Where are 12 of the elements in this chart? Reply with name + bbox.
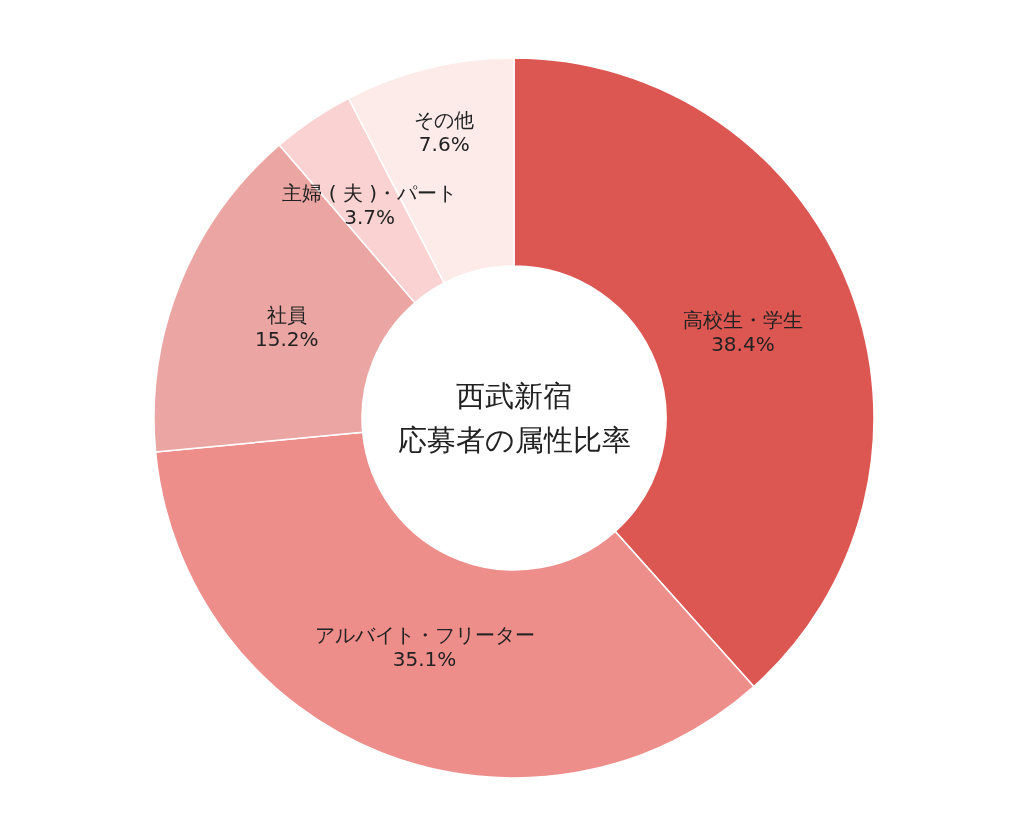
data-label: 3.7%	[344, 205, 396, 230]
slice-label: 社員	[266, 303, 307, 328]
text: 応募者の属性比率	[397, 423, 631, 457]
slice-label: その他	[414, 108, 475, 133]
data-label: 38.4%	[711, 331, 775, 356]
data-label: 7.6%	[418, 132, 470, 157]
slice-label: 高校生・学生	[682, 307, 803, 332]
data-label: 15.2%	[255, 327, 319, 352]
slice-label: アルバイト・フリーター	[314, 623, 535, 648]
data-label: 35.1%	[392, 647, 457, 672]
slice-label: 主婦 ( 夫 )・パート	[282, 181, 457, 206]
text: 西武新宿	[456, 379, 572, 413]
